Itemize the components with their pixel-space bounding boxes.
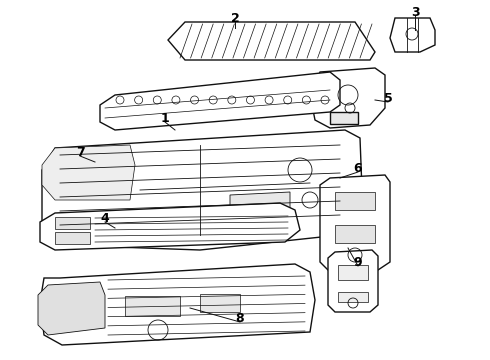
Polygon shape [328,250,378,312]
Text: 4: 4 [100,211,109,225]
Polygon shape [200,294,240,312]
Polygon shape [330,112,358,124]
Polygon shape [230,192,290,222]
Polygon shape [320,175,390,272]
Polygon shape [338,265,368,280]
Polygon shape [55,217,90,229]
Text: 3: 3 [411,5,419,18]
Polygon shape [40,264,315,345]
Polygon shape [335,225,375,243]
Polygon shape [55,232,90,244]
Polygon shape [40,203,300,250]
Text: 1: 1 [161,112,170,125]
Polygon shape [42,145,135,200]
Polygon shape [335,192,375,210]
Text: 5: 5 [384,91,392,104]
Polygon shape [168,22,375,60]
Polygon shape [38,282,105,335]
Polygon shape [338,292,368,302]
Polygon shape [310,68,385,128]
Text: 7: 7 [75,145,84,158]
Polygon shape [390,18,435,52]
Polygon shape [100,72,340,130]
Polygon shape [125,296,180,316]
Text: 8: 8 [236,311,245,324]
Text: 2: 2 [231,12,240,24]
Polygon shape [42,130,362,250]
Text: 9: 9 [354,256,362,269]
Text: 6: 6 [354,162,362,175]
